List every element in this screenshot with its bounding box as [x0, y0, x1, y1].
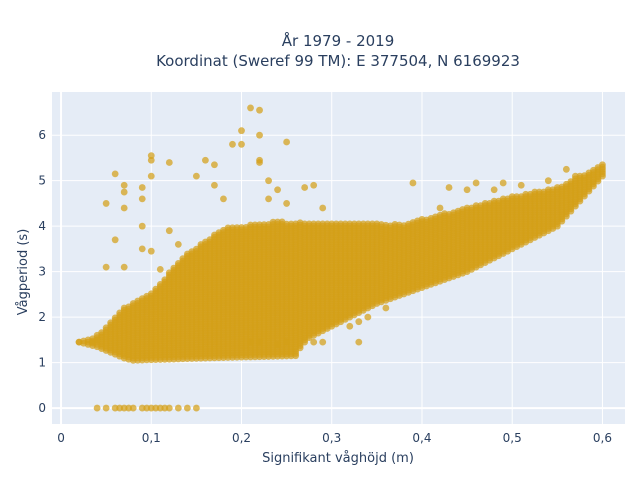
data-point [147, 156, 155, 164]
data-point [319, 338, 327, 346]
x-tick-label: 0,3 [322, 431, 341, 445]
data-point [346, 322, 354, 330]
data-point [111, 170, 119, 178]
data-point [499, 179, 507, 187]
data-point [436, 204, 444, 212]
data-point [265, 177, 272, 185]
data-point [463, 186, 471, 194]
data-point [120, 181, 128, 189]
y-axis-ticks: 0 1 2 3 4 5 6 [38, 128, 46, 415]
data-point [165, 404, 173, 412]
data-point [229, 140, 236, 148]
data-point [165, 159, 173, 166]
data-point [562, 165, 570, 173]
data-point [256, 338, 263, 346]
data-point [355, 318, 363, 326]
y-tick-label: 5 [38, 174, 46, 188]
data-point [89, 338, 97, 346]
data-point [156, 265, 164, 273]
data-point [165, 227, 173, 235]
x-tick-label: 0,1 [142, 431, 161, 445]
data-point [120, 188, 128, 196]
data-point [138, 184, 146, 191]
data-point [301, 184, 309, 191]
data-point [256, 106, 263, 114]
data-point [147, 247, 155, 255]
data-point [409, 179, 417, 187]
data-point [147, 172, 155, 180]
y-tick-label: 1 [38, 356, 46, 370]
data-point [202, 156, 209, 164]
data-points [75, 104, 606, 412]
data-point [544, 177, 552, 185]
data-point [319, 204, 327, 212]
data-point [75, 338, 83, 346]
y-tick-label: 0 [38, 401, 46, 415]
data-point [472, 179, 480, 187]
data-point [138, 222, 146, 230]
data-point [102, 263, 110, 271]
data-point [283, 138, 291, 146]
data-point [120, 263, 128, 271]
data-point [247, 104, 254, 112]
data-point [238, 140, 245, 148]
x-tick-label: 0,6 [593, 431, 612, 445]
data-point [111, 236, 119, 244]
y-tick-label: 6 [38, 128, 46, 142]
data-point [211, 181, 218, 189]
x-tick-label: 0,5 [503, 431, 522, 445]
data-point [310, 338, 318, 346]
data-point [445, 184, 453, 191]
data-point [364, 313, 372, 321]
data-point [192, 172, 200, 180]
data-point [283, 338, 291, 346]
data-point [265, 195, 272, 203]
data-point [138, 195, 146, 203]
data-point [310, 181, 318, 189]
chart-title-line-1: År 1979 - 2019 [282, 31, 395, 50]
data-point [183, 404, 191, 412]
data-point [102, 200, 110, 207]
data-point [211, 161, 218, 169]
data-point [382, 304, 390, 312]
data-point [174, 404, 182, 412]
data-point [129, 404, 137, 412]
data-point [102, 404, 110, 412]
y-axis-title: Vågperiod (s) [16, 229, 31, 316]
data-point [93, 404, 101, 412]
data-point [571, 172, 579, 180]
data-point [247, 338, 254, 346]
data-point [256, 131, 263, 139]
x-tick-label: 0,2 [232, 431, 251, 445]
data-point [120, 204, 128, 212]
x-axis-title: Signifikant våghöjd (m) [262, 451, 414, 466]
data-point [283, 200, 291, 207]
data-point [301, 338, 309, 346]
data-point [238, 127, 245, 135]
x-tick-label: 0,4 [412, 431, 431, 445]
data-point [174, 240, 182, 248]
data-point [274, 341, 281, 348]
data-point [220, 195, 227, 203]
data-point [192, 404, 200, 412]
y-tick-label: 4 [38, 219, 46, 233]
data-point [490, 186, 498, 194]
data-point [599, 161, 606, 169]
data-point [256, 159, 263, 166]
chart-title-line-2: Koordinat (Sweref 99 TM): E 377504, N 61… [156, 52, 520, 70]
data-point [138, 245, 146, 253]
x-tick-label: 0 [57, 431, 65, 445]
data-point [274, 186, 281, 194]
x-axis-ticks: 0 0,1 0,2 0,3 0,4 0,5 0,6 [57, 431, 612, 445]
data-point [355, 338, 363, 346]
y-tick-label: 3 [38, 265, 46, 279]
data-point [517, 181, 525, 189]
y-tick-label: 2 [38, 310, 46, 324]
